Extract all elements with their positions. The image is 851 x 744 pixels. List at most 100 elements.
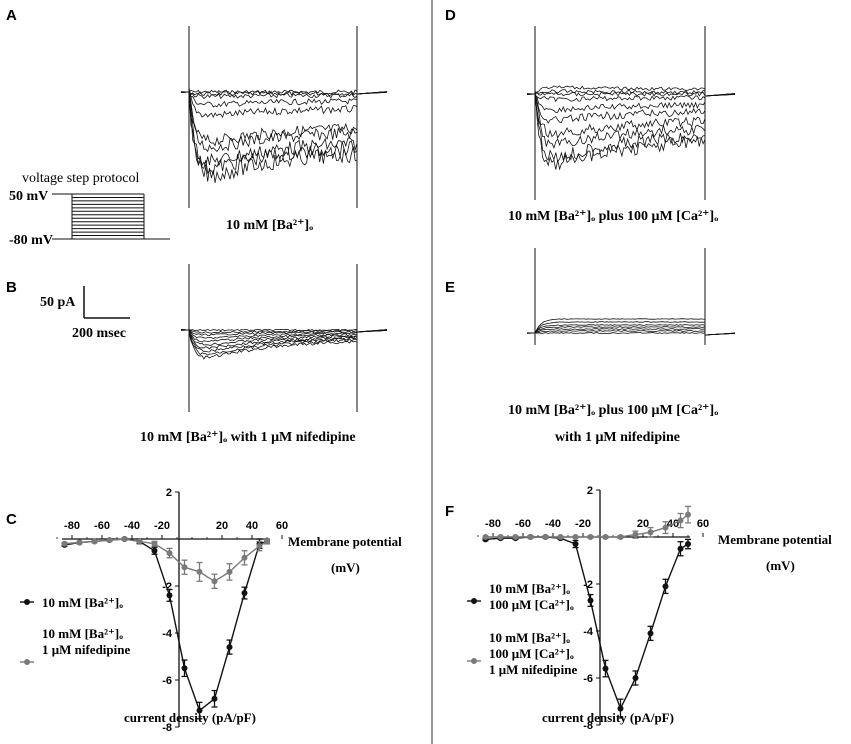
data-point <box>662 524 669 531</box>
data-point <box>166 592 173 599</box>
legend-label: 10 mM [Ba²⁺]ₒ <box>489 630 570 645</box>
data-point <box>196 568 203 575</box>
y-tick-label: 2 <box>166 487 172 499</box>
current-trace <box>526 89 736 139</box>
data-point <box>685 511 691 518</box>
current-trace <box>180 91 388 108</box>
scale-current-label: 50 pA <box>40 295 76 310</box>
current-trace <box>526 330 736 336</box>
data-point <box>677 517 684 524</box>
data-point <box>136 538 143 545</box>
data-point <box>572 541 579 548</box>
caption-d: 10 mM [Ba²⁺]ₒ plus 100 μM [Ca²⁺]ₒ <box>508 209 718 224</box>
x-tick-label: -80 <box>64 520 80 532</box>
protocol-high-label: 50 mV <box>9 189 48 204</box>
current-trace <box>526 91 736 97</box>
data-point <box>542 534 549 540</box>
data-point <box>587 597 594 604</box>
current-trace <box>526 88 736 171</box>
data-point <box>602 534 609 540</box>
current-trace <box>180 329 388 343</box>
y-axis-label: current density (pA/pF) <box>542 710 674 725</box>
data-point <box>256 543 263 550</box>
y-tick-label: -4 <box>583 626 594 638</box>
data-point <box>527 534 534 540</box>
data-point <box>106 537 113 544</box>
x-tick-label: 60 <box>276 520 288 532</box>
current-trace <box>526 326 736 336</box>
current-trace <box>526 328 736 336</box>
data-point <box>647 529 654 536</box>
x-tick-label: -20 <box>575 518 591 530</box>
data-point <box>617 534 624 540</box>
y-tick-label: -6 <box>162 675 172 687</box>
data-point <box>181 665 188 672</box>
panel-label-c: C <box>6 511 17 528</box>
data-point <box>121 536 128 542</box>
current-traces-d <box>526 26 736 200</box>
data-point <box>602 665 609 672</box>
legend-label: 10 mM [Ba²⁺]ₒ <box>42 626 123 641</box>
data-point <box>151 540 158 547</box>
data-point <box>482 534 489 540</box>
current-trace <box>180 328 388 340</box>
data-point <box>181 564 188 571</box>
x-tick-label: 40 <box>246 520 258 532</box>
data-point <box>211 578 218 585</box>
current-trace <box>180 329 388 334</box>
y-axis-label: current density (pA/pF) <box>124 710 256 725</box>
protocol-low-label: -80 mV <box>9 233 53 248</box>
data-point <box>617 705 624 712</box>
legend-label: 100 μM [Ca²⁺]ₒ <box>489 597 574 612</box>
current-trace <box>526 93 736 103</box>
legend-label: 1 μM nifedipine <box>42 642 130 657</box>
current-traces-a <box>180 26 388 208</box>
current-trace <box>180 328 388 333</box>
x-tick-label: -60 <box>515 518 531 530</box>
data-point <box>662 583 669 590</box>
panel-label-a: A <box>6 7 17 24</box>
current-trace <box>180 329 388 337</box>
data-point <box>76 539 83 546</box>
panel-label-e: E <box>445 279 455 296</box>
current-trace <box>526 321 736 336</box>
data-point <box>166 550 173 557</box>
x-tick-label: 20 <box>637 518 649 530</box>
caption-e-line2: with 1 μM nifedipine <box>555 430 680 445</box>
data-point <box>497 534 504 540</box>
panel-label-b: B <box>6 279 17 296</box>
y-tick-label: -4 <box>162 628 173 640</box>
data-point <box>91 538 98 545</box>
legend-label: 1 μM nifedipine <box>489 662 577 677</box>
current-trace <box>180 328 388 350</box>
x-tick-label: -20 <box>154 520 170 532</box>
current-traces-e <box>526 248 736 345</box>
data-point <box>241 590 248 597</box>
panel-label-d: D <box>445 7 456 24</box>
current-trace <box>526 93 736 163</box>
y-tick-label: -6 <box>583 673 593 685</box>
legend-label: 10 mM [Ba²⁺]ₒ <box>489 581 570 596</box>
x-axis-label: Membrane potential <box>718 532 832 547</box>
x-axis-label: Membrane potential <box>288 534 402 549</box>
data-point <box>151 547 158 554</box>
current-trace <box>526 93 736 124</box>
data-point <box>61 540 68 547</box>
current-trace <box>180 86 388 147</box>
data-point <box>196 707 203 714</box>
current-trace <box>180 89 388 95</box>
data-point <box>632 675 639 681</box>
series-line <box>64 538 268 583</box>
current-trace <box>526 324 736 336</box>
x-axis-unit: (mV) <box>331 560 360 575</box>
current-trace <box>180 329 388 356</box>
caption-a: 10 mM [Ba²⁺]ₒ <box>226 218 313 233</box>
scale-bar: 50 pA 200 msec <box>40 286 130 341</box>
current-trace <box>180 329 388 360</box>
panel-label-f: F <box>445 503 454 520</box>
x-tick-label: -60 <box>94 520 110 532</box>
current-trace <box>526 85 736 97</box>
current-traces-b <box>180 264 388 412</box>
